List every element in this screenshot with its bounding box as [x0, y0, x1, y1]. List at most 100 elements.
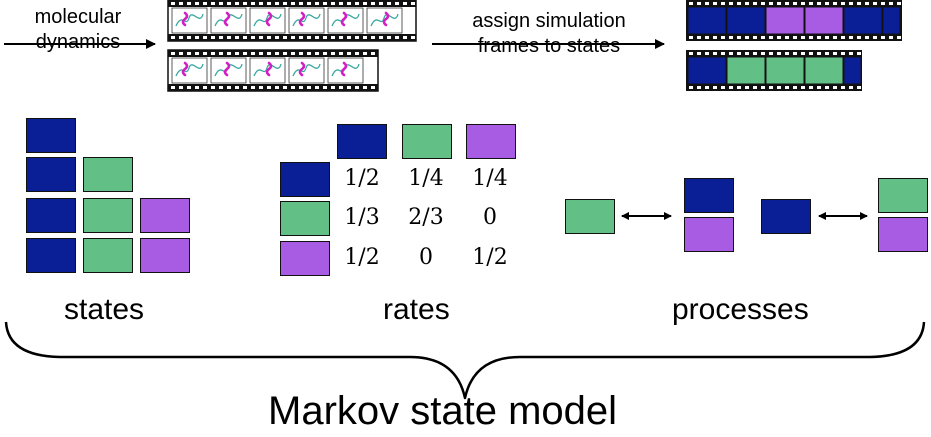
perforation: [307, 2, 311, 5]
perforation: [889, 36, 893, 39]
perforation: [235, 52, 239, 55]
md-frame: [171, 7, 208, 34]
perforation: [689, 2, 693, 5]
perforation: [195, 2, 199, 5]
rate-value: 1/2: [344, 166, 380, 191]
perforation: [251, 2, 255, 5]
perforation: [889, 2, 893, 5]
perforation: [267, 52, 271, 55]
perforation: [259, 2, 263, 5]
perforation: [363, 36, 367, 39]
perforation: [203, 2, 207, 5]
perforation: [785, 86, 789, 89]
perforation: [857, 86, 861, 89]
protein-backbone: [175, 13, 204, 27]
perforation: [753, 2, 757, 5]
perforation: [339, 36, 343, 39]
protein-helix: [298, 61, 306, 77]
perforation: [833, 36, 837, 39]
protein-backbone: [253, 63, 282, 77]
perforation: [809, 2, 813, 5]
perforation: [411, 36, 415, 39]
perforation: [211, 36, 215, 39]
perforation: [833, 2, 837, 5]
perforation: [817, 86, 821, 89]
assign-label-line1: assign simulation: [472, 10, 626, 32]
rate-value: 1/2: [344, 245, 380, 270]
perforation: [785, 52, 789, 55]
perforation: [331, 2, 335, 5]
state-frame-blue: [882, 6, 901, 35]
perforation: [387, 36, 391, 39]
perforation: [219, 2, 223, 5]
perforation: [171, 2, 175, 5]
perforation: [379, 36, 383, 39]
perforation: [689, 86, 693, 89]
perforation: [825, 86, 829, 89]
state-box-green: [83, 198, 133, 233]
perforation: [299, 36, 303, 39]
md-frame: [249, 57, 286, 84]
perforation: [211, 2, 215, 5]
md-frame: [327, 7, 364, 34]
perforation: [379, 2, 383, 5]
perforation: [211, 86, 215, 89]
perforation: [777, 52, 781, 55]
perforation: [211, 52, 215, 55]
perforation: [259, 52, 263, 55]
perforation: [243, 2, 247, 5]
perforation: [705, 2, 709, 5]
perforation: [299, 52, 303, 55]
perforation: [187, 52, 191, 55]
perforation: [793, 52, 797, 55]
perforation: [737, 36, 741, 39]
perforation: [323, 52, 327, 55]
perforation: [697, 86, 701, 89]
perforation: [881, 36, 885, 39]
film-perforations: [171, 52, 375, 89]
perforation: [713, 2, 717, 5]
perforation: [387, 2, 391, 5]
perforation: [689, 52, 693, 55]
perforation: [817, 52, 821, 55]
perforation: [243, 36, 247, 39]
protein-helix: [223, 11, 231, 27]
perforation: [769, 52, 773, 55]
perforation: [745, 52, 749, 55]
md-film-strip-1: [167, 0, 417, 42]
state-box-blue: [26, 238, 76, 273]
assign-label-line2: frames to states: [477, 35, 621, 57]
perforation: [777, 86, 781, 89]
perforation: [171, 86, 175, 89]
perforation: [187, 86, 191, 89]
perforation: [347, 2, 351, 5]
perforation: [243, 86, 247, 89]
perforation: [179, 52, 183, 55]
protein-backbone: [175, 63, 204, 77]
perforation: [785, 36, 789, 39]
perforation: [371, 36, 375, 39]
perforation: [291, 52, 295, 55]
protein-helix: [382, 11, 390, 27]
perforation: [705, 36, 709, 39]
perforation: [339, 2, 343, 5]
perforation: [259, 36, 263, 39]
perforation: [785, 2, 789, 5]
perforation: [275, 52, 279, 55]
perforation: [179, 36, 183, 39]
perforation: [849, 86, 853, 89]
perforation: [219, 86, 223, 89]
states-label: states: [64, 293, 145, 326]
perforation: [809, 52, 813, 55]
perforation: [331, 36, 335, 39]
rate-value: 1/4: [408, 166, 444, 191]
state-box-blue: [26, 157, 76, 192]
state-box-blue: [26, 198, 76, 233]
perforation: [371, 2, 375, 5]
protein-backbone: [292, 13, 321, 27]
perforation: [857, 2, 861, 5]
perforation: [299, 2, 303, 5]
state-box-green: [83, 238, 133, 273]
perforation: [315, 2, 319, 5]
